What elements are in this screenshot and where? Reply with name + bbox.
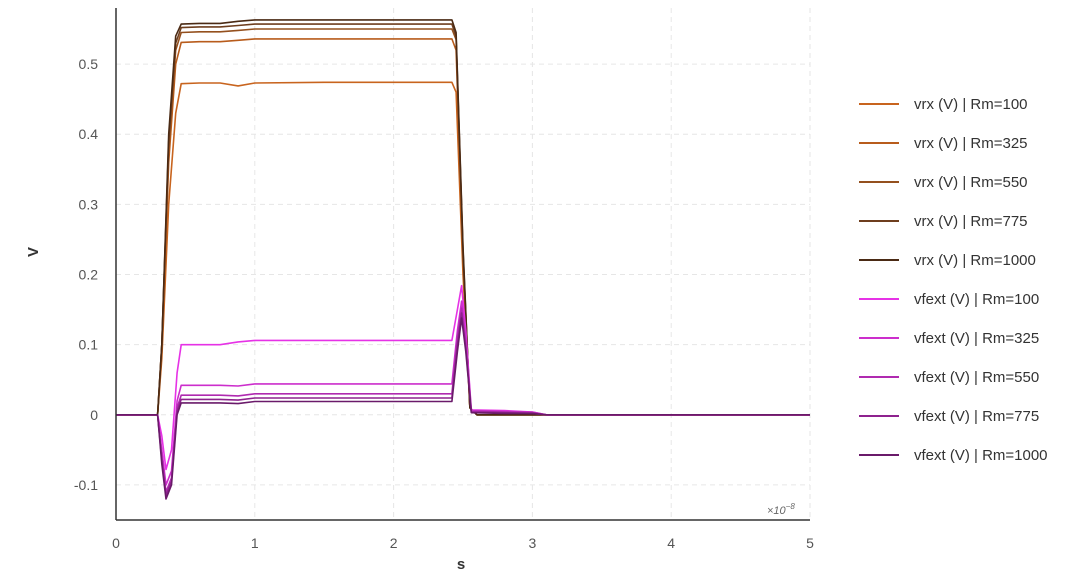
x-tick-label: 5: [806, 535, 814, 551]
x-tick-label: 1: [251, 535, 259, 551]
legend-label: vfext (V) | Rm=1000: [914, 447, 1048, 464]
y-tick-label: 0.4: [79, 126, 99, 142]
series-line: [116, 317, 810, 500]
legend-label: vrx (V) | Rm=100: [914, 96, 1028, 113]
series-lines: [116, 19, 810, 500]
x-tick-label: 4: [667, 535, 675, 551]
x-axis-label: s: [457, 556, 465, 573]
legend-label: vrx (V) | Rm=775: [914, 213, 1028, 230]
legend-label: vrx (V) | Rm=1000: [914, 252, 1036, 269]
legend-label: vrx (V) | Rm=325: [914, 135, 1028, 152]
x-tick-label: 0: [112, 535, 120, 551]
x-multiplier-label: ×10−8: [767, 502, 795, 517]
legend-label: vfext (V) | Rm=325: [914, 330, 1039, 347]
legend-label: vfext (V) | Rm=775: [914, 408, 1039, 425]
legend-label: vfext (V) | Rm=550: [914, 369, 1039, 386]
y-tick-labels: -0.1 0 0.1 0.2 0.3 0.4 0.5: [74, 56, 98, 493]
legend-label: vrx (V) | Rm=550: [914, 174, 1028, 191]
x-tick-label: 3: [529, 535, 537, 551]
y-axis-label: V: [25, 247, 42, 257]
x-tick-label: 2: [390, 535, 398, 551]
axes: [115, 8, 810, 521]
x-tick-labels: 0 1 2 3 4 5: [112, 535, 814, 551]
legend-label: vfext (V) | Rm=100: [914, 291, 1039, 308]
y-tick-label: 0.3: [79, 196, 99, 212]
y-tick-label: 0.5: [79, 56, 99, 72]
series-line: [116, 19, 810, 416]
legend: vrx (V) | Rm=100 vrx (V) | Rm=325 vrx (V) …: [859, 96, 1048, 464]
y-tick-label: 0.2: [79, 267, 99, 283]
y-tick-label: -0.1: [74, 477, 98, 493]
series-line: [116, 312, 810, 497]
y-tick-label: 0: [90, 407, 98, 423]
y-tick-label: 0.1: [79, 337, 99, 353]
